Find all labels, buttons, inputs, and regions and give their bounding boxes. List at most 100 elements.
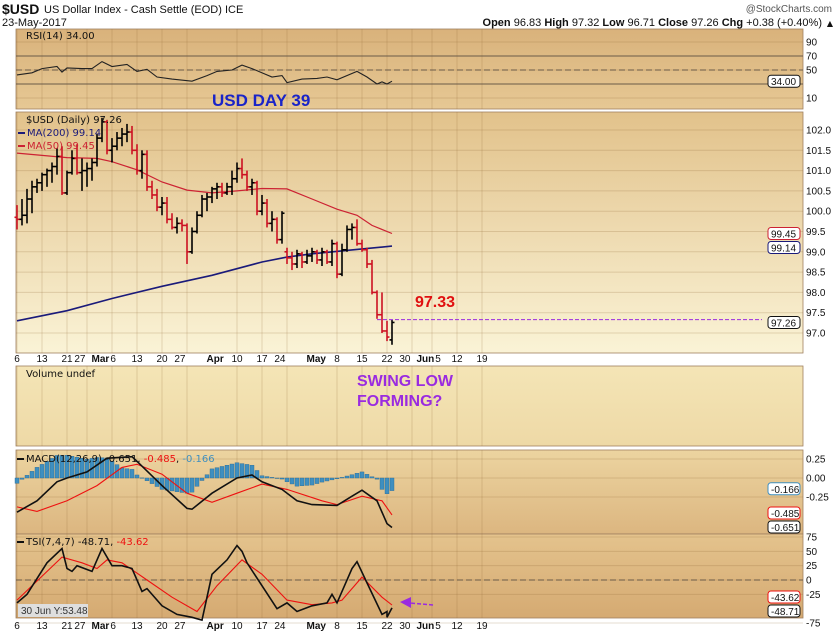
ohlc-bar — [369, 259, 375, 295]
x-tick-label: 24 — [274, 621, 286, 632]
x-tick-label: 13 — [131, 354, 143, 365]
ohlc-bar — [214, 182, 220, 200]
macd-histogram-bar — [384, 477, 390, 494]
y-tick-label: -75 — [806, 619, 821, 630]
ohlc-bar — [199, 194, 205, 218]
close-value: 97.26 — [691, 17, 719, 29]
y-tick-label: 98.0 — [806, 288, 826, 299]
x-tick-label: 12 — [451, 354, 463, 365]
macd-histogram-bar — [119, 467, 125, 479]
close-label: Close — [658, 17, 688, 29]
macd-histogram-bar — [314, 477, 320, 484]
ohlc-bar — [139, 150, 145, 179]
macd-histogram-bar — [274, 477, 280, 479]
x-tick-label: May — [307, 354, 327, 365]
tsi-legend-signal: -43.62 — [116, 537, 148, 548]
y-tick-label: 0.00 — [806, 474, 826, 485]
ohlc-bar — [209, 186, 215, 204]
ohlc-bar — [319, 247, 325, 267]
brand-watermark: @StockCharts.com — [746, 4, 832, 15]
value-badge-label: -0.651 — [771, 523, 800, 534]
macd-histogram-bar — [234, 462, 240, 479]
ohlc-bar — [39, 172, 45, 191]
ohlc-bar — [64, 170, 70, 195]
macd-histogram-bar — [199, 477, 205, 481]
y-tick-label: 101.5 — [806, 146, 831, 157]
macd-line — [16, 455, 393, 529]
macd-histogram-bar — [54, 455, 60, 479]
macd-signal-line — [16, 463, 393, 516]
macd-histogram-bar — [359, 471, 365, 479]
ohlc-bar — [149, 180, 155, 200]
x-tick-label: 10 — [231, 621, 243, 632]
value-badge-label: -0.485 — [771, 509, 800, 520]
macd-histogram-bar — [224, 465, 230, 479]
x-tick-label: 30 — [399, 354, 411, 365]
macd-histogram-bar — [24, 475, 30, 479]
x-tick-label: 22 — [381, 354, 393, 365]
macd-histogram-bar — [79, 458, 85, 479]
ohlc-bar — [159, 196, 165, 216]
y-tick-label: 0.25 — [806, 455, 826, 466]
ohlc-bar — [194, 211, 200, 234]
value-badge — [767, 590, 801, 604]
ohlc-bar — [204, 192, 210, 212]
x-tick-label: 15 — [356, 354, 368, 365]
macd-histogram-bar — [369, 476, 375, 479]
x-tick-label: 13 — [131, 621, 143, 632]
value-badge-label: 34.00 — [771, 77, 796, 88]
y-tick-label: 99.5 — [806, 227, 826, 238]
ma200-legend-swatch — [18, 132, 25, 134]
x-tick-label: 6 — [110, 354, 116, 365]
ma200-legend: MA(200) 99.14 — [27, 128, 101, 139]
chg-label: Chg — [722, 17, 743, 29]
macd-histogram-bar — [379, 477, 385, 490]
ohlc-bar — [114, 132, 120, 151]
ohlc-bar — [269, 211, 275, 232]
macd-histogram-bar — [229, 463, 235, 479]
ohlc-bar — [354, 219, 360, 246]
ohlc-bar — [34, 178, 40, 193]
ohlc-bar — [164, 196, 170, 224]
x-tick-label: 13 — [36, 621, 48, 632]
macd-histogram-bar — [179, 477, 185, 493]
ohlc-bar — [14, 205, 20, 230]
tsi-signal-line — [16, 556, 393, 613]
x-tick-label: Mar — [92, 354, 110, 365]
macd-histogram-bar — [69, 456, 75, 479]
ohlc-bar — [54, 148, 60, 175]
volume-legend: Volume undef — [26, 369, 96, 380]
ma50-line — [16, 152, 393, 235]
ohlc-bar — [284, 247, 290, 264]
macd-histogram-bar — [364, 474, 370, 479]
x-tick-label: Apr — [207, 354, 224, 365]
x-tick-label: 17 — [256, 354, 268, 365]
macd-histogram-bar — [19, 477, 25, 480]
high-label: High — [544, 17, 569, 29]
macd-histogram-bar — [349, 474, 355, 479]
ohlc-bar — [314, 249, 320, 264]
ohlc-bar — [119, 127, 125, 147]
low-value: 96.71 — [627, 17, 655, 29]
macd-histogram-bar — [304, 477, 310, 486]
tsi-legend: TSI(7,4,7) -48.71, -43.62 — [25, 537, 149, 548]
macd-histogram-bar — [339, 477, 345, 479]
macd-histogram-bar — [269, 477, 275, 479]
tsi-legend-main: TSI(7,4,7) -48.71 — [25, 537, 110, 548]
ohlc-bar — [299, 251, 305, 269]
ohlc-bar — [44, 168, 50, 187]
x-tick-label: Apr — [207, 621, 224, 632]
x-tick-label: 27 — [74, 621, 86, 632]
macd-histogram-bar — [334, 477, 340, 479]
macd-histogram-bar — [244, 464, 250, 479]
macd-histogram-bar — [124, 468, 130, 479]
y-tick-label: 100.0 — [806, 207, 831, 218]
ohlc-bar — [384, 320, 390, 342]
ohlc-bar — [259, 194, 265, 216]
macd-histogram-bar — [74, 457, 80, 479]
ma50-legend-swatch — [18, 145, 25, 147]
open-label: Open — [483, 17, 511, 29]
macd-histogram-bar — [354, 473, 360, 479]
x-tick-label: Mar — [92, 621, 110, 632]
